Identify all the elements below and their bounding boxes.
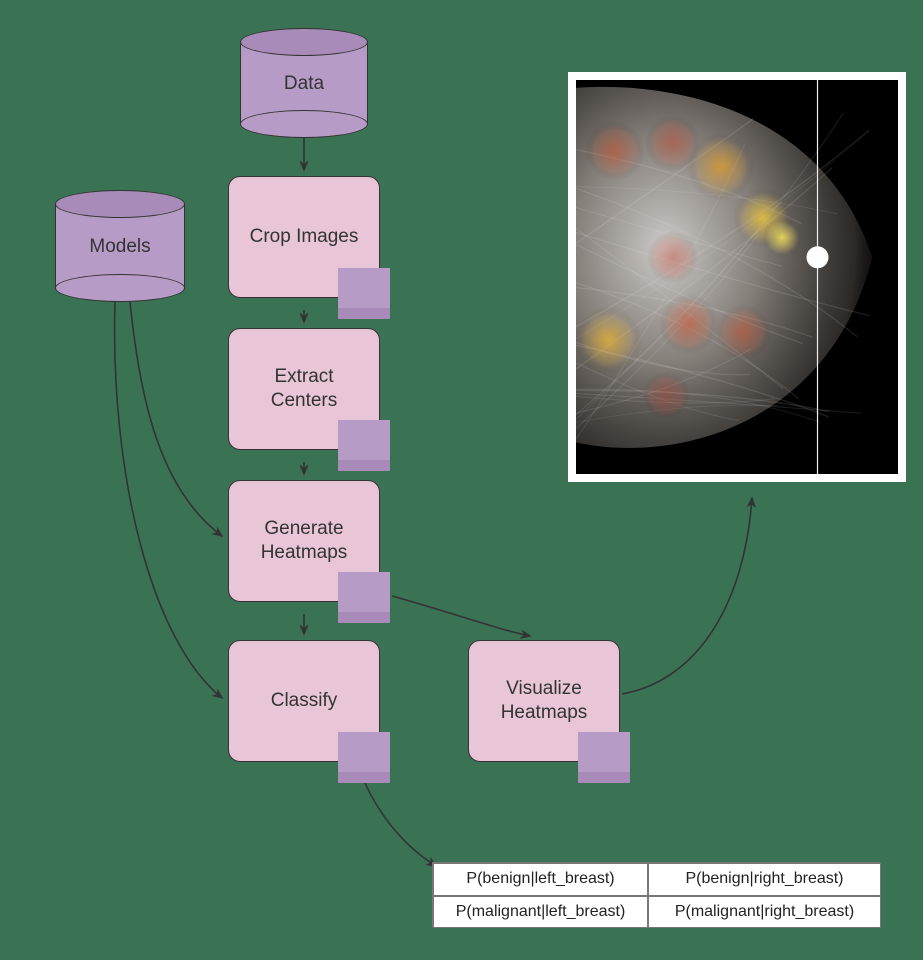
- output-store-extract: [338, 420, 390, 460]
- label: Classify: [271, 689, 338, 713]
- edge: [392, 596, 530, 636]
- output-store-crop: [338, 268, 390, 308]
- cylinder-label: Data: [240, 73, 368, 95]
- table-cell: P(benign|right_breast): [648, 863, 881, 896]
- edge: [622, 498, 752, 694]
- output-probability-table: P(benign|left_breast)P(benign|right_brea…: [432, 862, 880, 927]
- label: Crop Images: [250, 225, 359, 249]
- heatmap-visualization: [568, 72, 906, 482]
- heat-blob: [687, 133, 755, 201]
- output-store-visualize: [578, 732, 630, 772]
- edge: [362, 776, 436, 866]
- output-store-classify: [338, 732, 390, 772]
- diagram-canvas: Data Models Crop Images ExtractCenters G…: [0, 0, 923, 960]
- edge: [130, 302, 222, 536]
- heat-blob: [659, 294, 719, 354]
- table-cell: P(benign|left_breast): [433, 863, 648, 896]
- label: GenerateHeatmaps: [261, 517, 348, 565]
- heat-blob: [647, 231, 699, 283]
- table-cell: P(malignant|right_breast): [648, 896, 881, 929]
- marker-dot: [807, 246, 829, 268]
- edge: [115, 302, 222, 698]
- heat-blob: [642, 371, 690, 419]
- heat-blob: [576, 306, 642, 374]
- heat-blob: [762, 218, 802, 258]
- cylinder-label: Models: [55, 236, 185, 258]
- output-store-heatmaps: [338, 572, 390, 612]
- models-store: Models: [55, 190, 185, 300]
- heatmap-image: [576, 80, 898, 474]
- heat-blob: [715, 304, 771, 360]
- data-store: Data: [240, 28, 368, 136]
- heat-blob: [585, 121, 645, 181]
- label: ExtractCenters: [271, 365, 338, 413]
- table-cell: P(malignant|left_breast): [433, 896, 648, 929]
- label: VisualizeHeatmaps: [501, 677, 588, 725]
